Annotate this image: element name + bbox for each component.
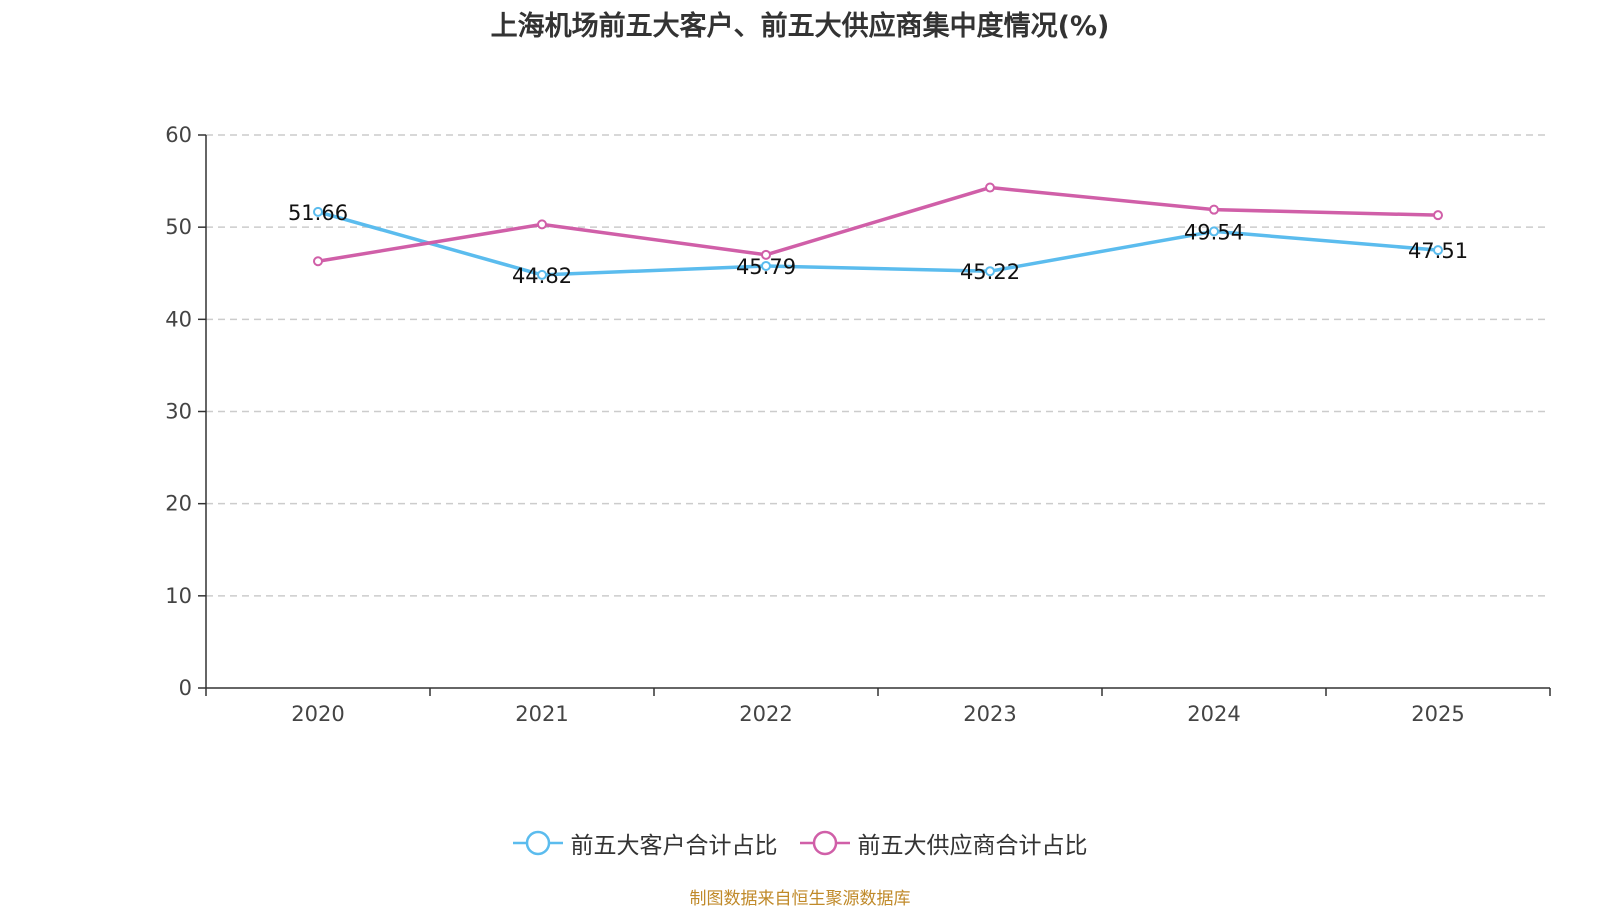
data-point-s0-2023: [985, 266, 995, 277]
legend-item-suppliers[interactable]: 前五大供应商合计占比: [799, 826, 1088, 860]
x-tick-label-2021: 2021: [515, 702, 568, 726]
y-tick-label-20: 20: [165, 492, 192, 516]
legend-label-suppliers: 前五大供应商合计占比: [857, 833, 1088, 859]
data-point-s0-2022: [761, 260, 771, 271]
y-tick-label-40: 40: [165, 307, 192, 331]
data-point-s0-2024: [1209, 226, 1219, 237]
data-labels: 51.66 44.82 45.79 45.22 49.54 47.51: [288, 201, 1468, 288]
data-point-s0-2021: [537, 269, 547, 280]
data-label-s0-2025: 47.51: [1408, 239, 1468, 263]
grid-lines: [206, 134, 1550, 597]
data-label-s0-2024: 49.54: [1184, 220, 1244, 244]
data-point-s0-2025: [1433, 245, 1443, 256]
legend-marker-customers-icon: [512, 830, 563, 856]
legend-marker-suppliers-icon: [799, 830, 850, 856]
data-point-s1-2022: [761, 249, 771, 260]
data-point-s1-2025: [1433, 210, 1443, 221]
y-tick-label-0: 0: [179, 676, 192, 700]
x-tick-label-2022: 2022: [739, 702, 792, 726]
data-label-s0-2021: 44.82: [512, 264, 572, 288]
x-tick-label-2020: 2020: [291, 702, 344, 726]
series-line-0: [317, 210, 1439, 277]
x-tick-label-2023: 2023: [963, 702, 1016, 726]
y-tick-label-60: 60: [165, 123, 192, 147]
y-tick-label-10: 10: [165, 584, 192, 608]
data-point-s1-2020: [313, 256, 323, 267]
y-tick-label-30: 30: [165, 400, 192, 424]
legend-item-customers[interactable]: 前五大客户合计占比: [512, 826, 778, 860]
series-line-1: [317, 185, 1439, 263]
y-tick-label-50: 50: [165, 215, 192, 239]
data-point-s1-2023: [985, 182, 995, 193]
data-point-s1-2021: [537, 219, 547, 230]
data-point-s1-2024: [1209, 204, 1219, 215]
series-lines: [313, 182, 1443, 280]
data-point-s0-2020: [313, 206, 323, 217]
x-tick-label-2025: 2025: [1411, 702, 1464, 726]
x-tick-label-2024: 2024: [1187, 702, 1240, 726]
source-note: 制图数据来自恒生聚源数据库: [689, 889, 911, 909]
data-label-s0-2022: 45.79: [736, 255, 796, 279]
legend: 前五大客户合计占比 前五大供应商合计占比: [0, 826, 1600, 860]
data-label-s0-2020: 51.66: [288, 201, 348, 225]
axes: 0 10 20 30 40 50 60 2020 2021 2022 2023 2024 2025: [165, 123, 1551, 726]
data-label-s0-2023: 45.22: [960, 260, 1020, 284]
chart-title: 上海机场前五大客户、前五大供应商集中度情况(%): [490, 11, 1110, 42]
legend-label-customers: 前五大客户合计占比: [570, 833, 778, 859]
